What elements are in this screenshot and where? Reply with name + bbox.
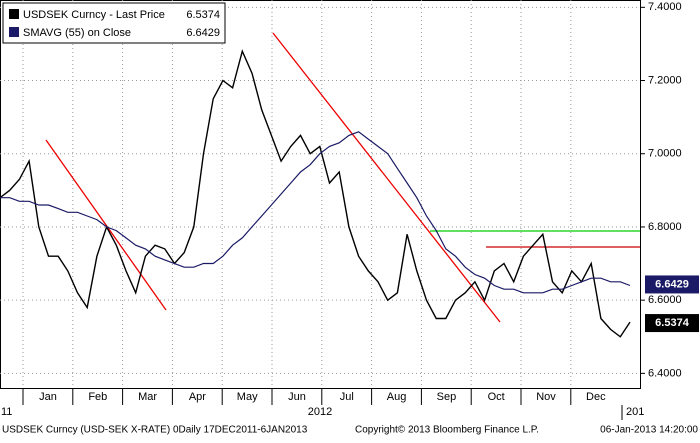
x-tick-label: Nov bbox=[536, 391, 556, 403]
legend bbox=[2, 2, 226, 44]
last-value-label: 6.6429 bbox=[655, 278, 689, 290]
x-tick-label: Mar bbox=[138, 391, 157, 403]
last-value-label: 6.5374 bbox=[655, 317, 690, 329]
x-tick-label: Feb bbox=[88, 391, 107, 403]
last-value-box bbox=[645, 314, 699, 333]
x-tick-label: Oct bbox=[488, 391, 505, 403]
legend-label: SMAVG (55) on Close bbox=[23, 27, 131, 39]
x-tick-label: Jul bbox=[340, 391, 354, 403]
y-tick-label: 7.4000 bbox=[648, 1, 682, 13]
x-tick-label: May bbox=[237, 391, 258, 403]
x-tick-label: Apr bbox=[189, 391, 206, 403]
year-label: 2012 bbox=[308, 406, 332, 418]
legend-value: 6.5374 bbox=[186, 9, 220, 21]
year-label: 11 bbox=[1, 406, 12, 418]
legend-swatch bbox=[9, 27, 19, 37]
y-tick-label: 6.4000 bbox=[648, 367, 682, 379]
footer-right: 06-Jan-2013 14:20:00 bbox=[600, 425, 698, 436]
y-tick-label: 6.8000 bbox=[648, 221, 682, 233]
trend-line bbox=[45, 139, 167, 311]
y-tick-label: 7.0000 bbox=[648, 148, 682, 160]
x-tick-label: Aug bbox=[387, 391, 407, 403]
legend-swatch bbox=[9, 9, 19, 19]
legend-label: USDSEK Curncy - Last Price bbox=[23, 9, 165, 21]
plot-area bbox=[0, 0, 641, 389]
series-line bbox=[0, 131, 631, 294]
last-value-box bbox=[645, 275, 699, 294]
footer-center: Copyright© 2013 Bloomberg Finance L.P. bbox=[355, 425, 539, 436]
series-line bbox=[0, 49, 631, 338]
trend-line bbox=[272, 32, 501, 323]
x-tick-label: Dec bbox=[586, 391, 606, 403]
x-tick-label: Jun bbox=[288, 391, 306, 403]
y-tick-label: 6.6000 bbox=[648, 294, 682, 306]
y-tick-label: 7.2000 bbox=[648, 74, 682, 86]
legend-value: 6.6429 bbox=[186, 27, 220, 39]
x-tick-label: Jan bbox=[39, 391, 57, 403]
year-label: 201 bbox=[626, 406, 644, 418]
footer-left: USDSEK Curncy (USD-SEK X-RATE) 0Daily 17… bbox=[2, 425, 308, 436]
x-tick-label: Sep bbox=[437, 391, 457, 403]
